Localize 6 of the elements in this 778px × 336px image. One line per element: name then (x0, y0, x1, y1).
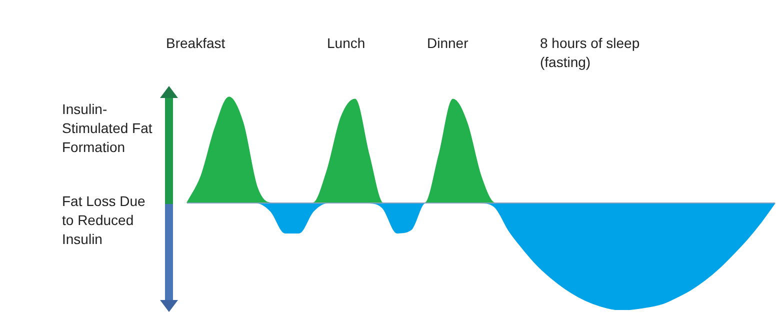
text: 8 hours of sleep (fasting) (540, 34, 641, 72)
text: Fat Loss Due to Reduced Insulin (62, 192, 146, 249)
text: Dinner (427, 34, 470, 53)
text: Insulin-Stimulated Fat Formation (62, 100, 154, 157)
text: Breakfast (166, 34, 226, 53)
text: Lunch (327, 34, 366, 53)
